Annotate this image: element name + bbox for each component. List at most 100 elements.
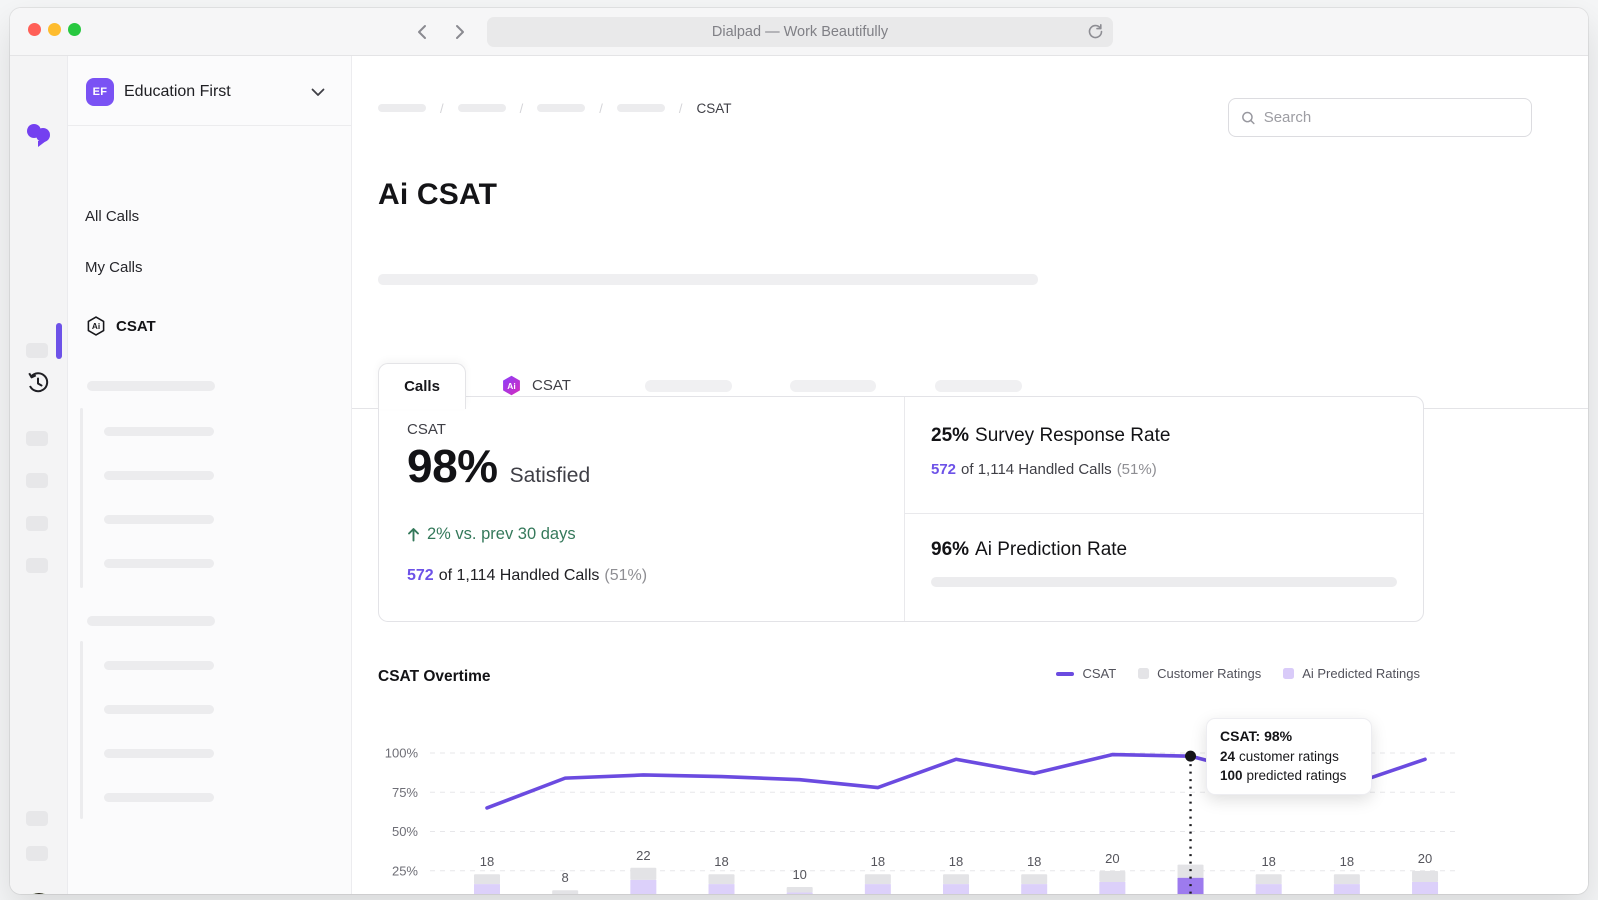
svg-text:75%: 75% [392, 785, 418, 800]
handled-pct: (51%) [604, 567, 648, 584]
breadcrumb-separator: / [440, 100, 444, 116]
minimize-window-button[interactable] [48, 23, 61, 36]
browser-title: Dialpad — Work Beautifully [711, 24, 889, 40]
handled-pct: (51%) [1116, 461, 1157, 478]
sidebar-item-label: CSAT [116, 317, 156, 335]
sidebar-skeleton-header [87, 616, 215, 626]
history-nav-button[interactable] [25, 370, 51, 396]
tab-skeleton [935, 380, 1022, 392]
dialpad-logo-button[interactable] [22, 118, 54, 150]
legend-square-swatch [1283, 668, 1295, 679]
chart-title: CSAT Overtime [378, 668, 491, 685]
chart-legend: CSAT Customer Ratings Ai Predicted Ratin… [1056, 666, 1420, 681]
svg-text:18: 18 [1340, 854, 1354, 869]
tooltip-customer-value: 24 [1220, 749, 1236, 764]
svg-text:18: 18 [949, 854, 963, 869]
tab-label: CSAT [532, 377, 571, 394]
csat-value: 98% [407, 440, 498, 492]
breadcrumb-separator: / [519, 100, 524, 116]
sidebar-skeleton-item [104, 427, 214, 436]
reload-button[interactable] [1087, 23, 1104, 40]
sidebar-item-all-calls[interactable]: All Calls [85, 204, 139, 228]
csat-suffix: Satisfied [509, 464, 591, 487]
handled-count-link[interactable]: 572 [931, 461, 957, 478]
csat-overtime-chart[interactable]: 100% 75% 50% 25% 18 8 22 18 10 18 18 18 20 18 18 20 [352, 698, 1588, 894]
breadcrumb: / / / / CSAT [378, 100, 732, 116]
zoom-window-button[interactable] [68, 23, 81, 36]
svg-text:18: 18 [480, 854, 494, 869]
handled-count-link[interactable]: 572 [407, 567, 434, 584]
sidebar-skeleton-item [104, 793, 214, 802]
csat-label: CSAT [407, 421, 446, 438]
chevron-left-icon [418, 25, 426, 39]
sidebar-item-csat[interactable]: Ai CSAT [85, 314, 156, 338]
svg-text:18: 18 [714, 854, 728, 869]
card-vertical-divider [904, 397, 905, 621]
handled-text: of 1,114 Handled Calls [438, 567, 600, 584]
breadcrumb-skeleton [457, 104, 506, 112]
sidebar-skeleton-item [104, 559, 214, 568]
user-avatar[interactable] [20, 893, 58, 894]
rail-skeleton-icon [26, 343, 48, 358]
sidebar-item-label: All Calls [85, 207, 140, 225]
rail-skeleton-icon [26, 846, 48, 861]
handled-text: of 1,114 Handled Calls [961, 461, 1112, 478]
breadcrumb-skeleton [616, 104, 665, 112]
breadcrumb-separator: / [678, 100, 683, 116]
app-rail [10, 56, 68, 894]
browser-topbar: Dialpad — Work Beautifully [10, 8, 1588, 56]
svg-text:22: 22 [636, 848, 650, 863]
survey-response-row: 25% Survey Response Rate [931, 425, 1170, 447]
tab-calls[interactable]: Calls [378, 363, 466, 409]
rail-skeleton-icon [26, 473, 48, 488]
sidebar: EF Education First All Calls My Calls Ai… [68, 56, 352, 894]
rail-skeleton-icon [26, 431, 48, 446]
legend-item-ai-predicted-ratings[interactable]: Ai Predicted Ratings [1283, 666, 1420, 681]
sidebar-skeleton-tree-line [80, 641, 83, 819]
svg-text:8: 8 [562, 870, 569, 885]
survey-value: 25% [931, 425, 970, 446]
ai-hexagon-icon: Ai [87, 316, 105, 336]
prediction-skeleton [931, 577, 1397, 587]
forward-button[interactable] [446, 18, 474, 46]
back-button[interactable] [408, 18, 436, 46]
trend-text: 2% vs. prev 30 days [427, 525, 576, 543]
sidebar-divider [68, 125, 351, 126]
card-horizontal-divider [904, 513, 1423, 514]
csat-trend: 2% vs. prev 30 days [407, 525, 576, 544]
address-bar[interactable]: Dialpad — Work Beautifully [487, 17, 1113, 47]
active-nav-indicator [56, 323, 62, 359]
chevron-down-icon [311, 88, 325, 96]
workspace-badge: EF [86, 78, 114, 106]
tab-csat[interactable]: Ai CSAT [500, 363, 571, 408]
sidebar-item-my-calls[interactable]: My Calls [85, 255, 143, 279]
handled-calls-row: 572 of 1,114 Handled Calls (51%) [407, 567, 647, 585]
prediction-value: 96% [931, 539, 970, 560]
tooltip-predicted-value: 100 [1220, 768, 1243, 783]
reload-icon [1088, 24, 1103, 39]
svg-text:Ai: Ai [92, 322, 100, 331]
legend-label: Customer Ratings [1157, 666, 1262, 681]
close-window-button[interactable] [28, 23, 41, 36]
tab-skeleton [790, 380, 876, 392]
app-window: Dialpad — Work Beautifully [10, 8, 1588, 894]
arrow-up-icon [408, 528, 419, 542]
svg-text:50%: 50% [392, 824, 418, 839]
ai-csat-icon: Ai [503, 375, 520, 396]
sidebar-skeleton-item [104, 515, 214, 524]
svg-text:100%: 100% [385, 746, 419, 761]
search-box[interactable] [1228, 98, 1532, 137]
csat-value-row: 98% Satisfied [407, 439, 590, 493]
search-input[interactable] [1263, 109, 1519, 126]
workspace-selector[interactable]: EF Education First [86, 78, 333, 106]
rail-skeleton-icon [26, 558, 48, 573]
sidebar-skeleton-item [104, 705, 214, 714]
tab-skeleton [645, 380, 732, 392]
legend-item-customer-ratings[interactable]: Customer Ratings [1138, 666, 1261, 681]
legend-item-csat[interactable]: CSAT [1056, 666, 1116, 681]
chevron-right-icon [456, 25, 464, 39]
breadcrumb-current: CSAT [696, 100, 732, 116]
survey-handled-row: 572 of 1,114 Handled Calls (51%) [931, 461, 1157, 478]
survey-label: Survey Response Rate [975, 425, 1171, 446]
history-clock-icon [28, 372, 49, 393]
